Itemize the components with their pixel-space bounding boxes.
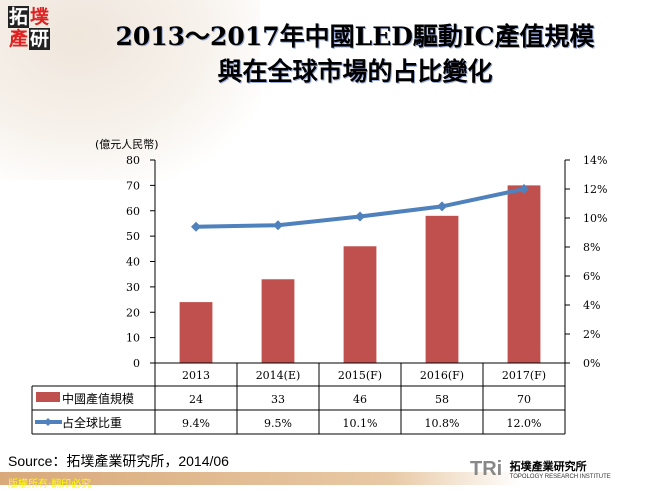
logo-char: 產 bbox=[8, 28, 28, 50]
category-label: 2016(F) bbox=[420, 369, 464, 382]
y-tick-label: 30 bbox=[126, 281, 140, 294]
line-marker-2015(F) bbox=[355, 211, 365, 222]
legend-bar-label: 中國產值規模 bbox=[62, 391, 134, 406]
y-tick-label: 50 bbox=[126, 230, 140, 243]
bar-value-label: 33 bbox=[271, 393, 285, 406]
legend-bar-swatch bbox=[36, 392, 60, 402]
chart-title: 2013～2017年中國LED驅動IC產值規模 bbox=[115, 22, 595, 51]
line-value-label: 12.0% bbox=[507, 417, 542, 430]
y2-tick-label: 12% bbox=[583, 183, 607, 196]
bar-value-label: 58 bbox=[435, 393, 449, 406]
y2-tick-label: 0% bbox=[583, 357, 600, 370]
chart-subtitle: 與在全球市場的占比變化 bbox=[217, 57, 493, 86]
logo: 拓 墣 產 研 bbox=[8, 6, 50, 52]
logo-char: 墣 bbox=[29, 6, 49, 28]
y2-tick-label: 14% bbox=[583, 154, 607, 167]
bar-value-label: 46 bbox=[353, 393, 367, 406]
brand-name: 拓墣產業研究所 bbox=[509, 460, 587, 473]
bar-2015(F) bbox=[343, 246, 377, 363]
y2-tick-label: 2% bbox=[583, 328, 600, 341]
line-value-label: 9.5% bbox=[264, 417, 292, 430]
y2-tick-label: 8% bbox=[583, 241, 600, 254]
bar-2013 bbox=[179, 302, 213, 363]
bar-2014(E) bbox=[261, 279, 295, 363]
y2-tick-label: 6% bbox=[583, 270, 600, 283]
y-tick-label: 40 bbox=[126, 256, 140, 269]
source-note: Source：拓墣產業研究所，2014/06 bbox=[8, 453, 229, 469]
category-label: 2015(F) bbox=[338, 369, 382, 382]
category-label: 2013 bbox=[182, 369, 210, 382]
y-tick-label: 20 bbox=[126, 306, 140, 319]
y-tick-label: 60 bbox=[126, 205, 140, 218]
bar-2017(F) bbox=[507, 185, 541, 363]
line-value-label: 9.4% bbox=[182, 417, 210, 430]
line-marker-2014(E) bbox=[273, 220, 283, 231]
y-tick-label: 0 bbox=[133, 357, 140, 370]
y2-tick-label: 4% bbox=[583, 299, 600, 312]
line-value-label: 10.1% bbox=[343, 417, 378, 430]
category-label: 2014(E) bbox=[256, 369, 301, 382]
category-label: 2017(F) bbox=[502, 369, 546, 382]
line-value-label: 10.8% bbox=[425, 417, 460, 430]
y-tick-label: 80 bbox=[126, 154, 140, 167]
y-tick-label: 70 bbox=[126, 179, 140, 192]
brand-sub: TOPOLOGY RESEARCH INSTITUTE bbox=[509, 474, 611, 480]
line-marker-2013 bbox=[191, 221, 201, 232]
logo-char: 拓 bbox=[8, 6, 29, 28]
line-marker-2016(F) bbox=[437, 201, 447, 212]
legend-line-marker bbox=[44, 418, 52, 426]
line-marker-2017(F) bbox=[519, 184, 529, 194]
brand-logo: TRi 拓墣產業研究所 TOPOLOGY RESEARCH INSTITUTE bbox=[470, 458, 611, 481]
brand-mark: TRi bbox=[470, 458, 503, 480]
bar-value-label: 24 bbox=[189, 393, 203, 406]
y2-tick-label: 10% bbox=[583, 212, 607, 225]
bar-2016(F) bbox=[425, 215, 459, 363]
y-axis-label: (億元人民幣) bbox=[95, 138, 159, 151]
legend-line-label: 占全球比重 bbox=[62, 415, 122, 430]
logo-char: 研 bbox=[29, 28, 50, 50]
y-tick-label: 10 bbox=[126, 332, 140, 345]
bar-value-label: 70 bbox=[517, 393, 531, 406]
